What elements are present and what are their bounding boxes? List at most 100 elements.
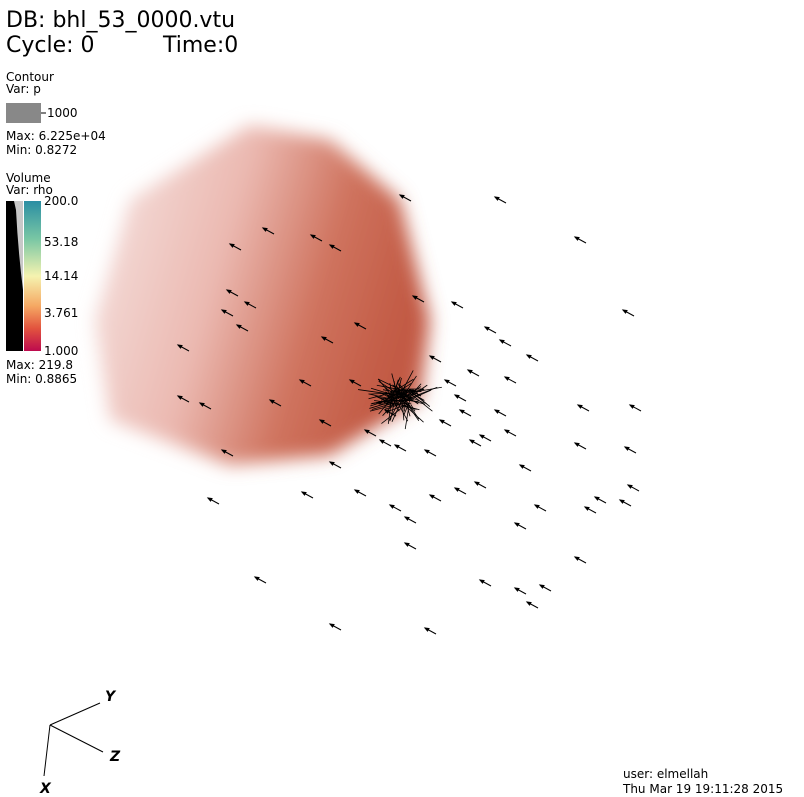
- arrow-head: [411, 295, 418, 300]
- user-label: user: elmellah: [623, 767, 708, 781]
- arrow-head: [438, 419, 445, 424]
- arrow-head: [423, 627, 430, 632]
- cluster-arrow: [398, 404, 417, 410]
- arrow-head: [403, 516, 410, 521]
- cluster-arrow: [393, 378, 414, 392]
- cluster-arrow: [393, 380, 397, 400]
- volume-ticks: 200.0 53.18 14.14 3.761 1.000: [44, 194, 78, 358]
- arrow-head: [243, 301, 250, 306]
- arrow-head: [623, 446, 630, 451]
- color-bar: [24, 201, 41, 351]
- opacity-curve: [14, 201, 23, 290]
- volume-tick-label: 200.0: [44, 194, 78, 208]
- arrow-head: [525, 354, 532, 359]
- arrow-head: [478, 579, 485, 584]
- cluster-arrow: [395, 377, 402, 401]
- arrow-head: [525, 601, 532, 606]
- arrow-head: [268, 399, 275, 404]
- date-label: Thu Mar 19 19:11:28 2015: [622, 782, 783, 796]
- arrow-head: [328, 623, 335, 628]
- arrow-head: [473, 481, 480, 486]
- contour-var: Var: p: [6, 82, 41, 96]
- cluster-arrow: [381, 403, 408, 424]
- arrow-head: [626, 484, 633, 489]
- arrow-head: [513, 522, 520, 527]
- vector-field: [176, 194, 642, 635]
- cluster-arrow: [385, 387, 395, 395]
- arrow-head: [378, 439, 385, 444]
- volume-tick-label: 14.14: [44, 269, 78, 283]
- arrow-head: [573, 556, 580, 561]
- arrow-head: [176, 395, 183, 400]
- arrow-head: [353, 489, 360, 494]
- axis-triad: [43, 702, 104, 777]
- arrow-head: [628, 404, 635, 409]
- arrow-head: [573, 442, 580, 447]
- arrow-head: [503, 429, 510, 434]
- db-label: DB: bhl_53_0000.vtu: [6, 8, 235, 33]
- arrow-head: [493, 196, 500, 201]
- arrow-head: [498, 339, 505, 344]
- arrow-head: [443, 379, 450, 384]
- arrow-head: [618, 499, 625, 504]
- volume-tick-label: 3.761: [44, 306, 78, 320]
- arrow-head: [621, 309, 628, 314]
- arrow-head: [198, 402, 205, 407]
- axis-x: X: [39, 781, 52, 797]
- volume-max: Max: 219.8: [6, 358, 73, 372]
- arrow-head: [318, 419, 325, 424]
- arrow-head: [225, 289, 232, 294]
- contour-min: Min: 0.8272: [6, 143, 77, 157]
- arrow-head: [493, 409, 500, 414]
- cluster-arrow: [402, 370, 414, 391]
- cluster-arrow: [382, 389, 399, 394]
- arrow-head: [220, 449, 227, 454]
- arrow-head: [428, 355, 435, 360]
- arrow-head: [328, 461, 335, 466]
- cluster-arrow: [407, 389, 432, 401]
- arrow-head: [328, 244, 335, 249]
- cluster-arrow: [378, 395, 395, 415]
- volume-tick-label: 53.18: [44, 235, 78, 249]
- arrow-head: [393, 444, 400, 449]
- arrow-head: [235, 324, 242, 329]
- volume-var: Var: rho: [6, 183, 53, 197]
- axis-z: Z: [109, 749, 121, 765]
- cluster-arrow: [378, 395, 393, 405]
- arrow-head: [320, 336, 327, 341]
- contour-max: Max: 6.225e+04: [6, 129, 106, 143]
- cluster-arrow: [399, 389, 414, 402]
- arrow-head: [583, 506, 590, 511]
- arrow-head: [228, 243, 235, 248]
- arrow-head: [483, 326, 490, 331]
- cluster-arrow: [400, 392, 419, 405]
- arrow-head: [403, 542, 410, 547]
- cluster-arrow: [376, 384, 409, 392]
- arrow-head: [573, 236, 580, 241]
- volume-title: Volume: [6, 171, 51, 185]
- cluster-arrow: [409, 392, 433, 412]
- contour-swatch: [6, 103, 41, 123]
- arrow-head: [423, 449, 430, 454]
- arrow-head: [453, 487, 460, 492]
- arrow-head: [478, 434, 485, 439]
- arrow-head: [576, 404, 583, 409]
- volume-tick-label: 1.000: [44, 344, 78, 358]
- arrow-head: [533, 504, 540, 509]
- cluster-arrow: [406, 389, 425, 401]
- volume-min: Min: 0.8865: [6, 372, 77, 386]
- cluster-arrow: [374, 400, 395, 404]
- contour-title: Contour: [6, 70, 54, 84]
- arrow-head: [468, 439, 475, 444]
- arrow-head: [220, 309, 227, 314]
- volume-render: [95, 125, 430, 465]
- arrow-head: [503, 376, 510, 381]
- arrow-head: [176, 344, 183, 349]
- cluster-arrow: [408, 404, 414, 411]
- axis-y: Y: [105, 689, 117, 705]
- arrow-head: [513, 587, 520, 592]
- arrow-head: [450, 301, 457, 306]
- cluster-arrow: [410, 386, 442, 394]
- arrow-head: [538, 584, 545, 589]
